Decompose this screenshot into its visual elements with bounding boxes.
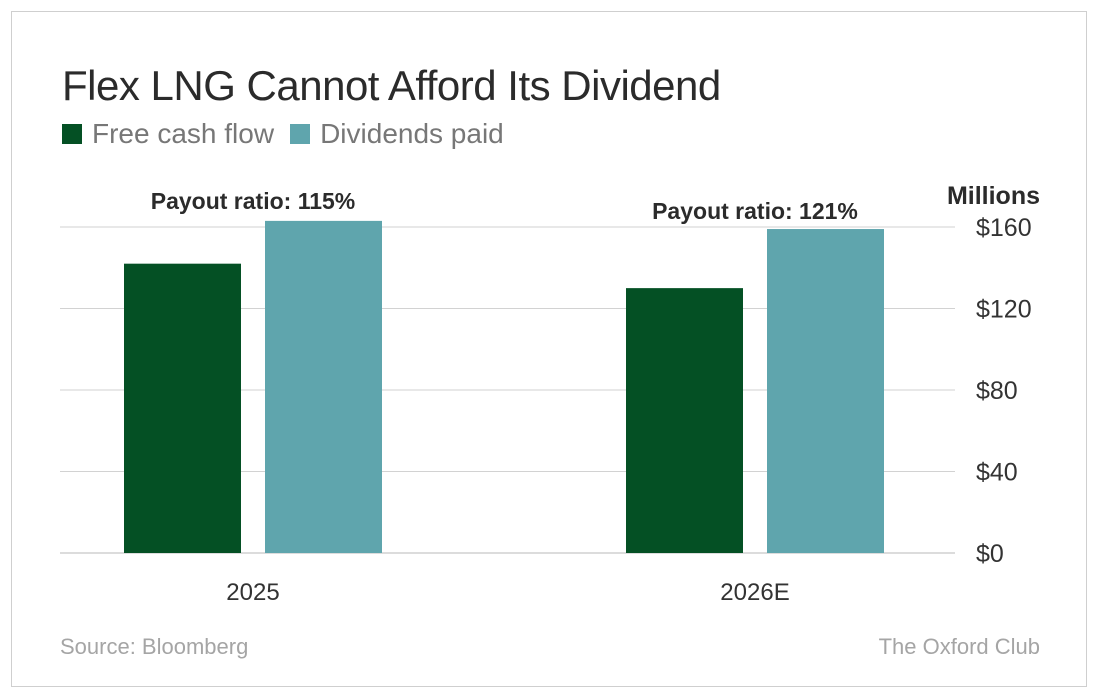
legend-label-dividends-paid: Dividends paid (320, 118, 504, 149)
chart-title: Flex LNG Cannot Afford Its Dividend (62, 62, 721, 109)
y-tick-label-40: $40 (976, 459, 1018, 487)
y-tick-label-120: $120 (976, 296, 1032, 324)
legend: Free cash flow Dividends paid (62, 118, 520, 150)
x-tick-label-2025: 2025 (226, 579, 279, 606)
y-axis-unit-label: Millions (947, 182, 1040, 210)
bar-dividends-paid-2026e (767, 229, 884, 553)
y-tick-label-160: $160 (976, 214, 1032, 242)
bar-free-cash-flow-2026e (626, 288, 743, 553)
brand-credit: The Oxford Club (878, 634, 1040, 659)
legend-swatch-free-cash-flow (62, 124, 82, 144)
x-tick-label-2026e: 2026E (720, 579, 789, 606)
legend-item-free-cash-flow: Free cash flow (62, 118, 274, 150)
source-note: Source: Bloomberg (60, 634, 249, 659)
bar-free-cash-flow-2025 (124, 263, 241, 553)
bar-dividends-paid-2025 (265, 220, 382, 553)
legend-swatch-dividends-paid (290, 124, 311, 144)
legend-item-dividends-paid: Dividends paid (290, 118, 504, 150)
legend-label-free-cash-flow: Free cash flow (92, 118, 275, 149)
y-tick-label-0: $0 (976, 540, 1004, 568)
y-tick-label-80: $80 (976, 377, 1018, 405)
payout-ratio-annotation-2025: Payout ratio: 115% (151, 188, 356, 214)
payout-ratio-annotation-2026e: Payout ratio: 121% (652, 198, 858, 224)
